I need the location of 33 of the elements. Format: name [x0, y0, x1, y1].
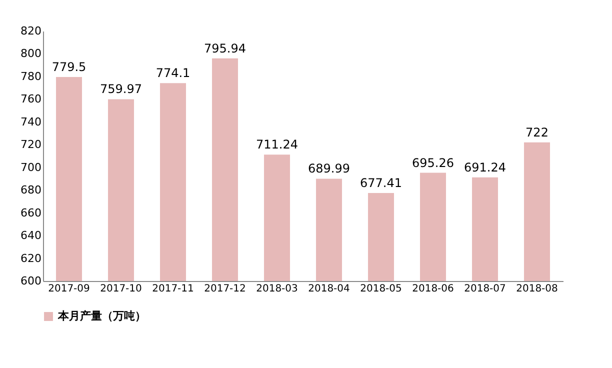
y-tick-label: 720	[20, 138, 42, 152]
data-label: 779.5	[52, 60, 86, 74]
x-tick-label: 2017-12	[204, 284, 246, 294]
data-label: 774.1	[156, 66, 190, 80]
y-tick-label: 640	[20, 229, 42, 242]
y-tick-label: 620	[20, 252, 42, 265]
x-tick-label: 2017-11	[152, 284, 194, 294]
y-tick-label: 760	[20, 92, 42, 106]
data-label: 691.24	[464, 160, 506, 174]
data-label: 759.97	[100, 82, 142, 96]
x-tick-label: 2018-03	[256, 284, 298, 294]
y-tick-label: 660	[20, 206, 42, 220]
y-tick-label: 820	[20, 24, 42, 38]
x-tick-label: 2018-05	[360, 284, 402, 294]
x-tick-label: 2017-10	[100, 284, 142, 294]
y-tick-label: 600	[20, 274, 42, 288]
x-tick-label: 2018-04	[308, 284, 350, 294]
y-tick-label: 800	[20, 47, 42, 60]
x-tick-label: 2018-08	[516, 284, 558, 294]
x-tick-label: 2018-06	[412, 284, 454, 294]
x-tick-label: 2018-07	[464, 284, 506, 294]
legend-label: 本月产量（万吨）	[57, 310, 146, 322]
data-label: 722	[526, 125, 548, 140]
data-label: 711.24	[256, 138, 298, 152]
data-label: 695.26	[412, 156, 454, 170]
x-tick-label: 2017-09	[48, 284, 90, 294]
y-tick-label: 700	[20, 160, 42, 174]
y-tick-label: 680	[20, 184, 42, 197]
y-tick-label: 740	[20, 115, 42, 128]
data-label: 795.94	[204, 41, 246, 56]
y-tick-label: 780	[20, 70, 42, 83]
data-label: 677.41	[360, 176, 402, 190]
data-label: 689.99	[308, 162, 350, 176]
